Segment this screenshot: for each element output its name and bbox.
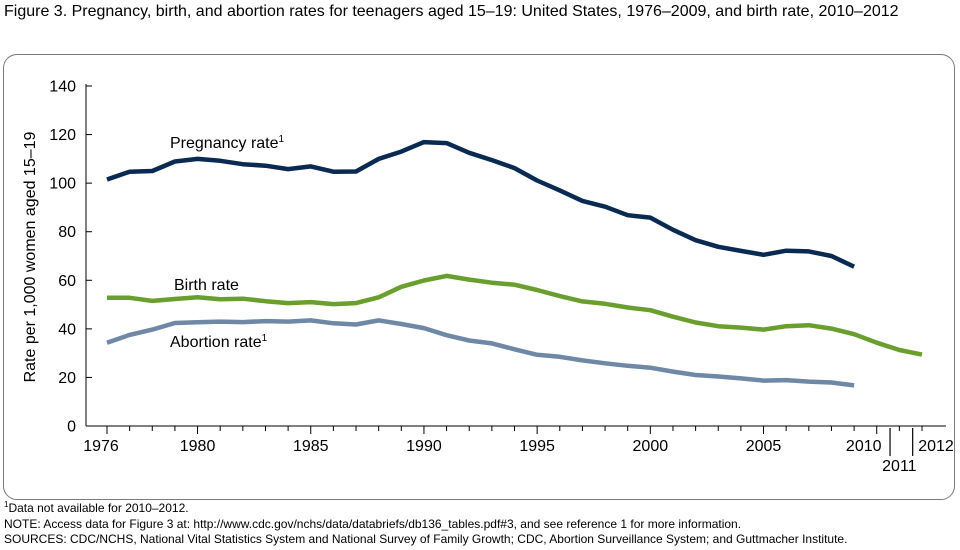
y-tick-label: 100	[49, 176, 76, 193]
x-tick-label: 1985	[293, 438, 329, 455]
x-tick-label: 1980	[180, 438, 216, 455]
series-line-birth-rate	[107, 273, 923, 357]
y-tick-label: 120	[49, 127, 76, 144]
y-tick-label: 0	[67, 419, 76, 436]
series-label-text: Birth rate	[174, 277, 239, 294]
series-label-pregnancy-rate: Pregnancy rate1	[170, 134, 285, 152]
x-tick-label: 2010	[846, 438, 882, 455]
y-tick-label: 80	[58, 224, 76, 241]
x-tick-label: 2012	[918, 438, 954, 455]
series-label-birth-rate: Birth rate	[174, 277, 239, 294]
footnote-1: 1Data not available for 2010–2012.	[4, 501, 956, 517]
x-tick-label: 2000	[633, 438, 669, 455]
y-axis-label: Rate per 1,000 women aged 15–19	[22, 131, 39, 382]
series-line-pregnancy-rate	[106, 139, 856, 269]
y-tick-label: 20	[58, 370, 76, 387]
series-label-text: Abortion rate	[170, 334, 262, 351]
y-tick-label: 40	[58, 321, 76, 338]
y-tick-label: 60	[58, 273, 76, 290]
footnote-sources: SOURCES: CDC/NCHS, National Vital Statis…	[4, 532, 848, 546]
axes: 0 20 40 60 80 100 120 140 1976 1980 1985 1990 1995 20…	[49, 79, 954, 476]
footnotes: 1Data not available for 2010–2012. NOTE:…	[4, 501, 956, 548]
x-tick-label: 2005	[746, 438, 782, 455]
x-tick-label: 1995	[519, 438, 555, 455]
footnote-1-text: Data not available for 2010–2012.	[8, 501, 189, 515]
series-label-sup: 1	[262, 333, 268, 344]
series-line-abortion-rate	[106, 318, 855, 388]
series-lines	[106, 139, 923, 388]
x-tick-label: 2011	[882, 458, 917, 475]
series-label-abortion-rate: Abortion rate1	[170, 333, 268, 351]
footnote-marker: 1	[4, 500, 9, 509]
x-tick-label: 1976	[83, 438, 119, 455]
series-label-text: Pregnancy rate	[170, 135, 279, 152]
footnote-note: NOTE: Access data for Figure 3 at: http:…	[4, 516, 742, 531]
figure-title: Figure 3. Pregnancy, birth, and abortion…	[4, 3, 899, 20]
series-label-sup: 1	[279, 134, 285, 145]
x-tick-label: 1990	[406, 438, 442, 455]
y-tick-label: 140	[49, 79, 76, 96]
